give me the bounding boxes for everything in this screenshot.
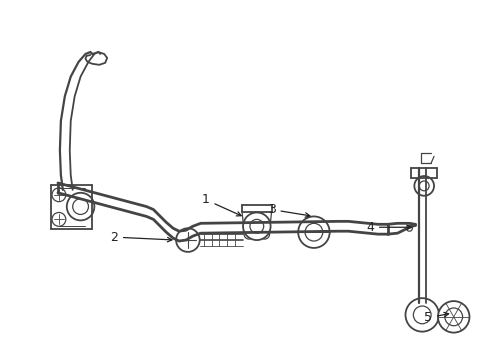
Circle shape	[406, 298, 439, 332]
Circle shape	[73, 199, 89, 215]
Circle shape	[438, 301, 469, 333]
Circle shape	[419, 181, 429, 191]
Circle shape	[305, 223, 323, 241]
Circle shape	[407, 225, 413, 231]
Circle shape	[52, 188, 66, 202]
Circle shape	[250, 219, 264, 233]
Circle shape	[298, 216, 330, 248]
Circle shape	[414, 306, 431, 324]
Circle shape	[52, 212, 66, 226]
Text: 1: 1	[202, 193, 241, 216]
Circle shape	[67, 193, 95, 220]
Text: 2: 2	[110, 231, 172, 244]
Circle shape	[243, 212, 270, 240]
Text: 5: 5	[424, 311, 449, 324]
Text: 3: 3	[268, 203, 310, 217]
Circle shape	[244, 229, 254, 239]
Circle shape	[176, 228, 200, 252]
Text: 4: 4	[366, 221, 411, 234]
Circle shape	[260, 229, 270, 239]
Circle shape	[415, 176, 434, 196]
Circle shape	[445, 308, 463, 326]
